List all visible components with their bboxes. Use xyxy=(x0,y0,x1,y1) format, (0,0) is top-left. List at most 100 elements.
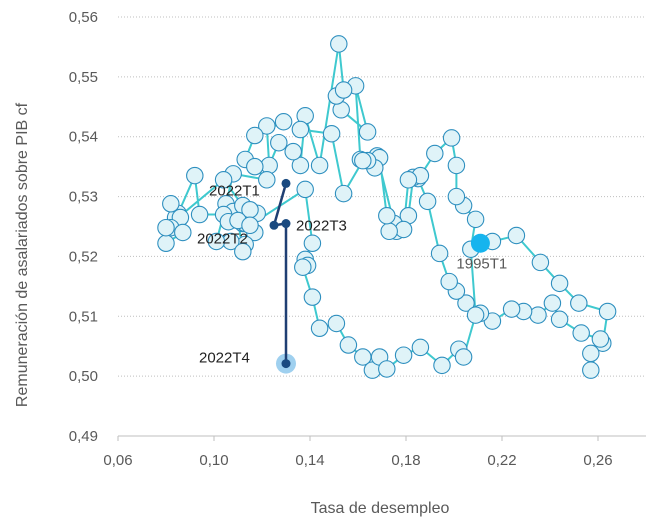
data-point xyxy=(442,129,461,147)
data-point xyxy=(440,272,458,291)
series-trajectory xyxy=(157,35,617,379)
data-point xyxy=(274,113,293,131)
data-point xyxy=(190,205,209,224)
data-point xyxy=(270,133,288,152)
y-tick-label: 0,51 xyxy=(69,308,98,325)
y-tick-labels: 0,49 0,50 0,51 0,52 0,53 0,54 0,55 0,56 xyxy=(69,9,98,445)
data-point xyxy=(570,294,588,312)
highlight-point xyxy=(269,220,279,230)
data-point xyxy=(550,310,569,329)
data-point xyxy=(258,171,276,189)
label-2022t2: 2022T2 xyxy=(197,230,248,247)
y-tick-label: 0,56 xyxy=(69,9,98,26)
label-2022t1: 2022T1 xyxy=(209,182,260,199)
data-point xyxy=(354,151,372,170)
data-point xyxy=(186,166,204,185)
data-point xyxy=(502,300,521,318)
series-2022 xyxy=(269,178,490,374)
data-point xyxy=(454,348,473,366)
data-point xyxy=(157,218,175,237)
data-point xyxy=(339,336,358,354)
data-point xyxy=(310,156,329,175)
highlight-point xyxy=(281,178,291,188)
highlight-line xyxy=(272,183,288,364)
data-point xyxy=(291,156,310,175)
data-point xyxy=(234,242,252,261)
gridlines xyxy=(118,16,646,377)
data-point xyxy=(310,319,329,338)
annotations: 2022T1 2022T2 2022T3 2022T4 1995T1 xyxy=(197,182,507,366)
axes xyxy=(117,435,646,441)
data-point xyxy=(330,35,348,53)
data-point xyxy=(322,124,341,143)
data-point xyxy=(418,192,437,211)
data-point xyxy=(394,220,413,239)
data-point xyxy=(531,253,550,272)
data-point xyxy=(582,361,600,379)
data-point xyxy=(378,206,396,225)
data-point xyxy=(296,180,314,199)
data-point xyxy=(433,356,451,375)
data-point xyxy=(291,120,310,139)
data-point xyxy=(246,157,264,176)
x-tick-label: 0,10 xyxy=(199,452,228,469)
y-axis-title: Remuneración de asalariados sobre PIB cf xyxy=(14,102,31,407)
highlight-point xyxy=(281,359,291,369)
data-point xyxy=(174,223,192,242)
data-point xyxy=(214,171,233,189)
data-point xyxy=(598,302,617,321)
y-tick-label: 0,55 xyxy=(69,69,98,86)
data-point xyxy=(591,330,610,348)
data-point xyxy=(334,184,353,203)
data-point xyxy=(358,123,377,141)
data-point xyxy=(258,117,276,135)
y-tick-label: 0,49 xyxy=(69,428,98,445)
data-point xyxy=(447,156,466,175)
x-tick-label: 0,22 xyxy=(487,452,516,469)
data-point xyxy=(466,306,485,324)
data-point xyxy=(294,258,312,276)
data-point xyxy=(399,171,418,189)
start-point xyxy=(470,233,490,253)
data-point xyxy=(162,195,180,213)
data-point xyxy=(303,234,322,253)
data-point xyxy=(411,338,430,357)
data-point xyxy=(327,314,346,333)
data-point xyxy=(303,288,322,306)
label-2022t3: 2022T3 xyxy=(296,218,347,235)
data-point xyxy=(241,216,259,235)
data-point xyxy=(334,81,353,99)
data-point xyxy=(466,210,485,229)
data-point xyxy=(457,294,475,312)
y-tick-label: 0,54 xyxy=(69,129,98,146)
data-point xyxy=(582,344,600,363)
data-point xyxy=(550,274,569,293)
data-point xyxy=(543,294,562,312)
highlight-point xyxy=(281,219,291,229)
data-point xyxy=(430,244,449,263)
y-tick-label: 0,52 xyxy=(69,248,98,265)
label-2022t4: 2022T4 xyxy=(199,350,250,367)
data-point xyxy=(284,142,302,161)
x-axis-title: Tasa de desempleo xyxy=(311,500,450,517)
y-tick-label: 0,50 xyxy=(69,368,98,385)
data-point xyxy=(380,222,398,241)
x-tick-label: 0,06 xyxy=(103,452,132,469)
data-point xyxy=(447,187,466,206)
data-point xyxy=(507,226,526,245)
data-point xyxy=(572,324,590,342)
label-start: 1995T1 xyxy=(456,255,507,272)
x-tick-label: 0,14 xyxy=(295,452,324,469)
x-tick-label: 0,18 xyxy=(391,452,420,469)
data-point xyxy=(394,346,413,364)
data-point xyxy=(246,126,264,145)
data-point xyxy=(426,144,444,163)
x-tick-labels: 0,06 0,10 0,14 0,18 0,22 0,26 xyxy=(103,452,612,469)
data-point xyxy=(157,234,175,253)
data-point xyxy=(529,306,547,324)
data-point xyxy=(378,360,396,378)
data-point xyxy=(207,232,226,251)
y-tick-label: 0,53 xyxy=(69,189,98,206)
x-tick-label: 0,26 xyxy=(583,452,612,469)
